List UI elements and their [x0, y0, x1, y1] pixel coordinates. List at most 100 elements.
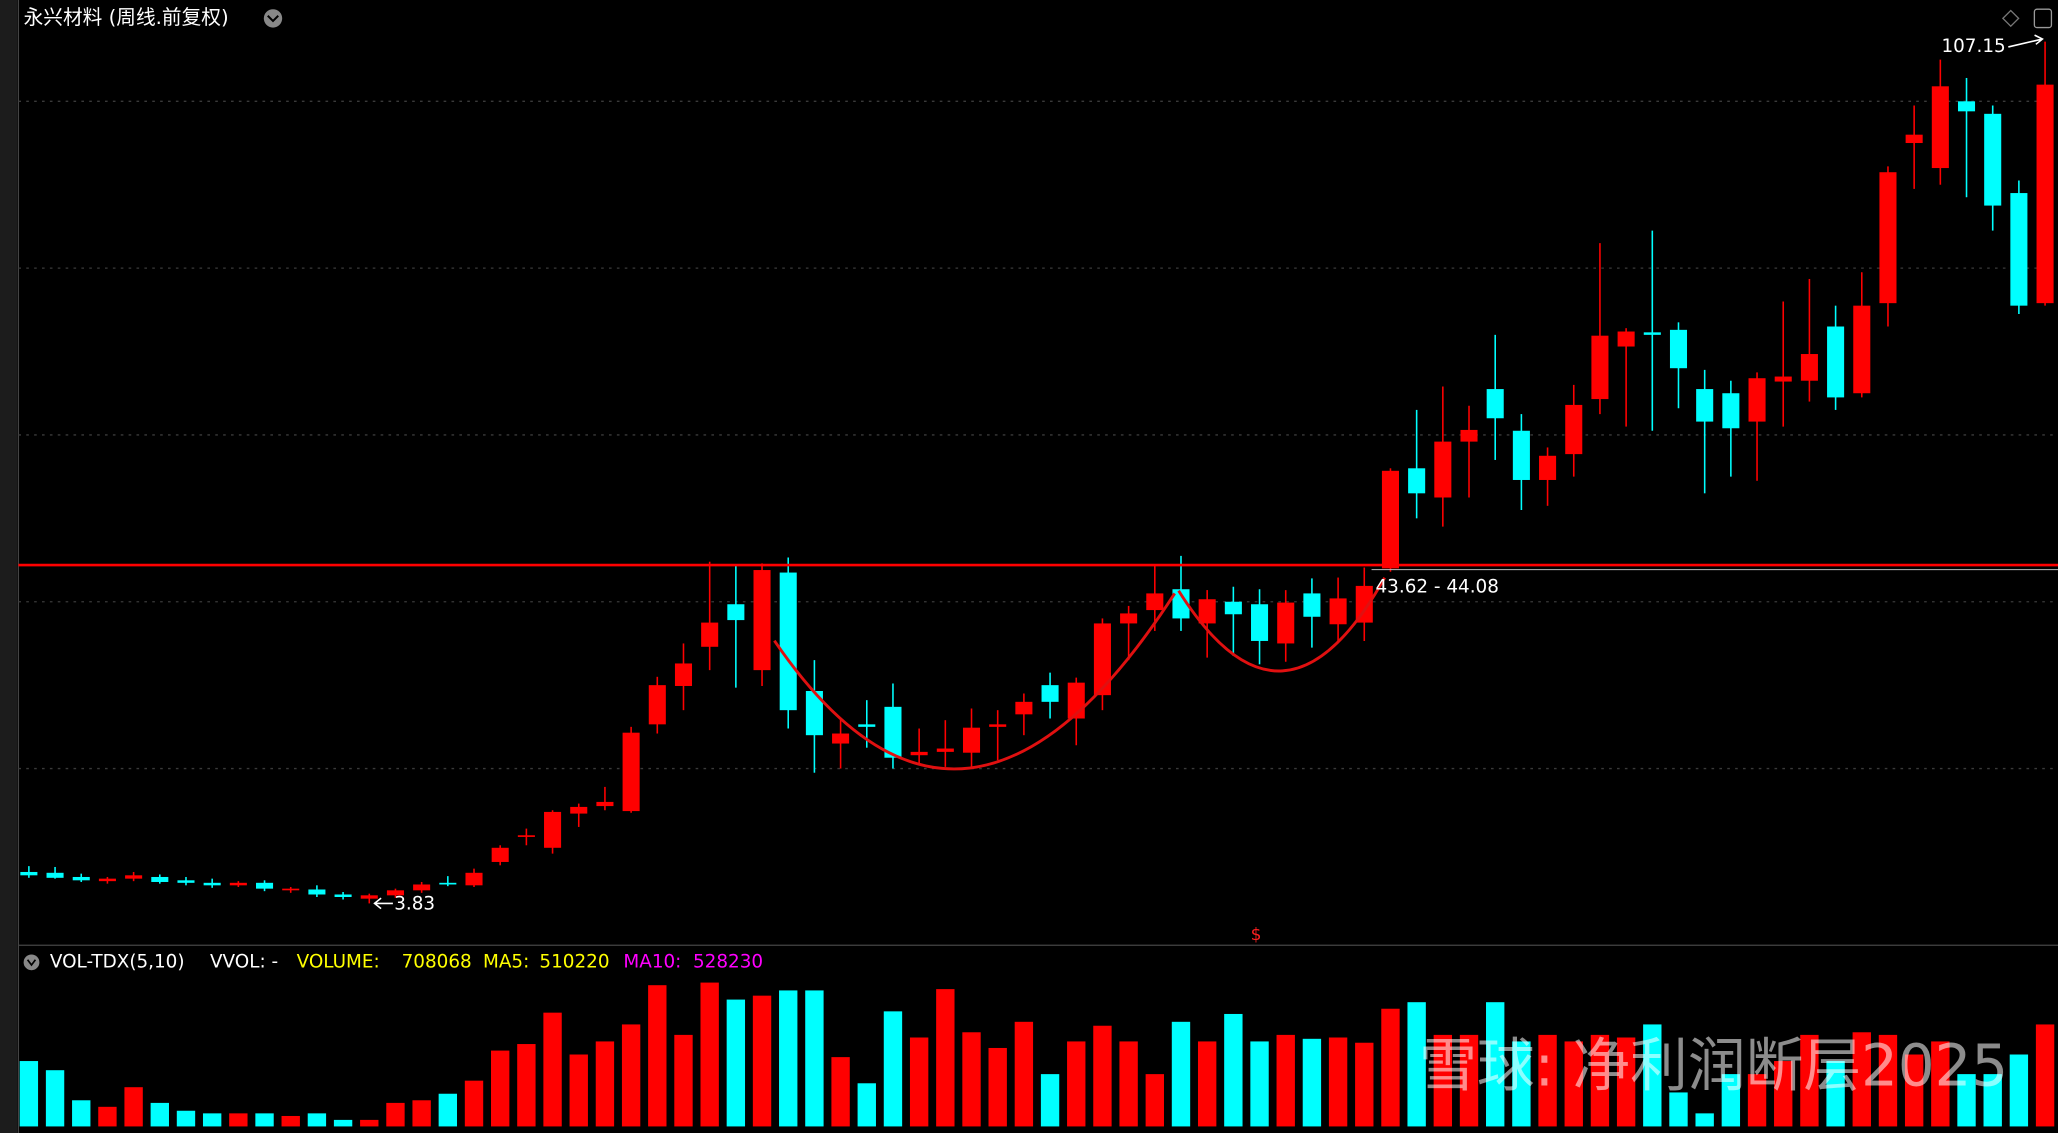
candle-body: [1329, 598, 1347, 625]
volume-bar: [1328, 1037, 1348, 1127]
volume-bar: [1224, 1013, 1243, 1127]
candle-body: [936, 748, 954, 752]
volume-bar: [595, 1041, 615, 1127]
volume-bar: [543, 1012, 562, 1127]
candle-body: [1512, 430, 1530, 480]
volume-bar: [857, 1083, 876, 1127]
volume-bar: [1983, 1074, 2002, 1127]
candle-body: [544, 811, 562, 848]
volume-bar: [98, 1106, 117, 1127]
dropdown-arrow: [267, 15, 279, 23]
volume-value: 708068: [402, 951, 472, 972]
candle-body: [1408, 468, 1426, 494]
volume-bar: [176, 1110, 196, 1127]
candle-body: [151, 876, 169, 882]
candle-body: [46, 872, 64, 878]
candle-body: [779, 572, 797, 711]
candle-body: [1643, 332, 1661, 335]
low-label: 3.83: [394, 894, 435, 915]
volume-bar: [307, 1113, 327, 1127]
candle-body: [1905, 134, 1923, 144]
volume-bar: [438, 1093, 458, 1127]
volume-bar: [1747, 1074, 1767, 1127]
candle-body: [884, 706, 902, 758]
candle-body: [125, 875, 143, 879]
candle-body: [1748, 378, 1766, 422]
candle-body: [1120, 613, 1138, 624]
volume-bar: [1250, 1041, 1269, 1127]
candle-body: [517, 835, 535, 837]
volume-bar: [1669, 1092, 1688, 1127]
candles: [20, 41, 2054, 904]
candle-body: [1800, 354, 1818, 381]
high-arrow: [2008, 34, 2044, 48]
candle-body: [229, 882, 247, 886]
candle-body: [1224, 601, 1242, 615]
high-label: 107.15: [1941, 36, 2005, 57]
candle-body: [308, 889, 326, 895]
volume-bar: [1695, 1113, 1714, 1127]
candle-body: [805, 690, 823, 736]
low-arrow: [373, 897, 393, 910]
volume-bar: [1512, 1041, 1531, 1127]
volume-bar: [909, 1037, 929, 1127]
volume-bar: [1957, 1074, 1976, 1127]
candle-body: [622, 732, 640, 812]
volume-bar: [255, 1113, 274, 1127]
volume-bar: [569, 1054, 588, 1127]
candle-body: [1931, 86, 1949, 169]
volume-bar: [124, 1087, 143, 1127]
candle-body: [727, 604, 745, 621]
volume-bar: [202, 1113, 222, 1127]
candle-body: [962, 727, 981, 753]
candle-body: [491, 847, 509, 862]
candle-body: [1879, 172, 1897, 304]
candle-body: [570, 806, 588, 814]
volume-bar: [1931, 1041, 1950, 1127]
candle-body: [1355, 585, 1373, 623]
candle-body: [674, 663, 693, 686]
volume-bar: [281, 1115, 300, 1127]
volume-bar: [1093, 1025, 1112, 1127]
volume-bar: [726, 999, 746, 1127]
volume-label: VOLUME:: [297, 951, 380, 972]
candle-body: [1041, 685, 1059, 702]
window-icon[interactable]: [2033, 8, 2053, 29]
candle-body: [1565, 404, 1583, 455]
volume-bar: [491, 1050, 510, 1127]
volume-bar: [700, 982, 719, 1127]
volume-bar: [1197, 1041, 1217, 1127]
volume-bar: [1355, 1042, 1374, 1127]
candle-body: [701, 622, 719, 647]
volume-bar: [883, 1011, 903, 1127]
candle-body: [98, 878, 116, 882]
volume-bar: [1826, 1061, 1845, 1127]
left-strip: [0, 0, 18, 1133]
candle-body: [1198, 599, 1216, 624]
volume-bar: [1643, 1024, 1662, 1127]
candle-body: [1774, 376, 1792, 382]
volume-bar: [831, 1057, 850, 1127]
candle-body: [1486, 389, 1504, 419]
volume-bar: [1302, 1038, 1322, 1127]
candle-body: [2010, 193, 2028, 306]
volume-bar: [805, 990, 824, 1127]
ma10-label: MA10:: [623, 951, 681, 972]
candle-body: [282, 888, 300, 891]
volume-bar: [2035, 1024, 2055, 1127]
volume-bar: [1590, 1034, 1610, 1127]
range-label: 43.62 - 44.08: [1376, 576, 1499, 597]
title-dropdown[interactable]: [263, 9, 283, 28]
candle-body: [596, 801, 614, 807]
candle-body: [334, 894, 352, 897]
tool-icon[interactable]: [2001, 9, 2020, 28]
volume-bar: [1616, 1037, 1636, 1127]
volume-bar: [1040, 1074, 1060, 1127]
candle-body: [413, 884, 431, 891]
candle-body: [203, 882, 221, 886]
indicator-dropdown[interactable]: [23, 954, 40, 971]
candle-body: [1696, 389, 1714, 422]
candle-body: [20, 871, 38, 876]
candle-body: [1827, 326, 1845, 398]
